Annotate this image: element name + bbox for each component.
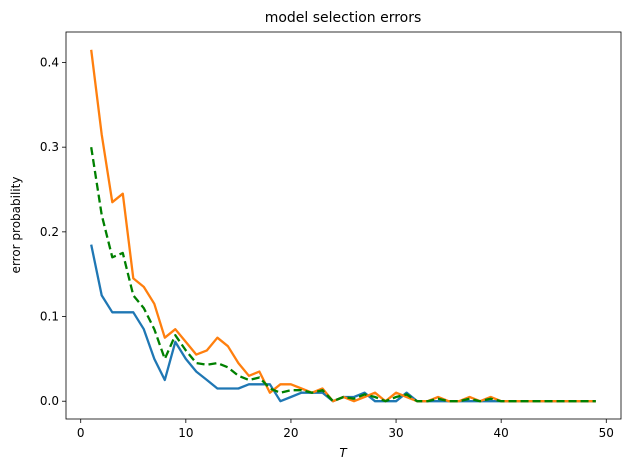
x-tick-label: 50 <box>599 426 614 440</box>
y-tick-label: 0.0 <box>40 394 59 408</box>
y-axis-label: error probability <box>9 177 23 274</box>
y-tick-label: 0.4 <box>40 55 59 69</box>
chart-title: model selection errors <box>265 10 422 26</box>
y-tick-label: 0.1 <box>40 310 59 324</box>
x-tick-label: 30 <box>388 426 403 440</box>
x-tick-label: 10 <box>178 426 193 440</box>
x-tick-label: 20 <box>283 426 298 440</box>
series-line-3 <box>90 147 596 403</box>
x-axis-label: T <box>339 446 348 460</box>
x-tick-label: 0 <box>77 426 85 440</box>
plot-lines <box>90 49 596 403</box>
y-tick-label: 0.2 <box>40 225 59 239</box>
series-line-1 <box>90 244 596 403</box>
x-axis: 0 10 20 30 40 50 <box>77 419 614 440</box>
y-tick-label: 0.3 <box>40 140 59 154</box>
y-axis: 0.0 0.1 0.2 0.3 0.4 <box>40 55 66 408</box>
axes-frame <box>65 31 622 420</box>
x-tick-label: 40 <box>494 426 509 440</box>
series-line-2 <box>90 49 596 403</box>
